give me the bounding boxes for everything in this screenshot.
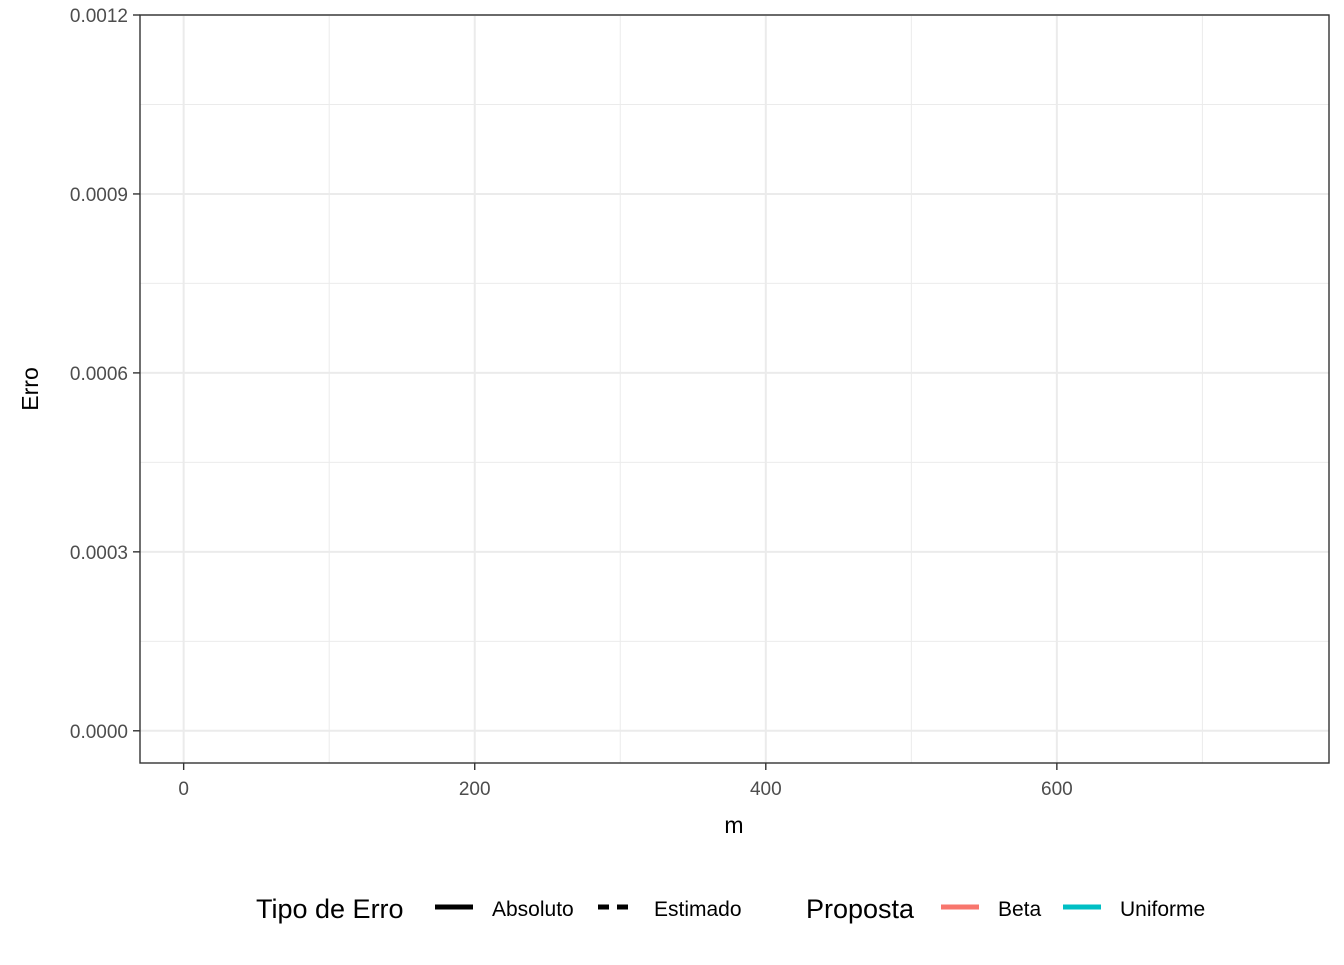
legend: Tipo de Erro Absoluto Estimado Proposta Beta… — [256, 894, 1205, 924]
legend-title: Tipo de Erro — [256, 894, 404, 924]
legend-title: Proposta — [806, 894, 915, 924]
legend-label-estimado: Estimado — [654, 898, 742, 921]
x-tick-label: 0 — [178, 779, 189, 800]
y-tick-label: 0.0012 — [70, 6, 128, 27]
y-tick-label: 0.0006 — [70, 364, 128, 385]
x-tick-label: 600 — [1041, 779, 1073, 800]
x-axis-label: m — [724, 812, 743, 838]
legend-label-uniforme: Uniforme — [1120, 898, 1205, 921]
x-tick-label: 200 — [459, 779, 491, 800]
y-tick-label: 0.0000 — [70, 722, 128, 743]
x-tick-label: 400 — [750, 779, 782, 800]
y-tick-label: 0.0009 — [70, 185, 128, 206]
y-axis-label: Erro — [17, 367, 43, 410]
axis-layer: 0 200 400 600 0.0000 0.0003 0.0006 0.0009 0.0012 — [70, 6, 1073, 800]
legend-label-beta: Beta — [998, 898, 1042, 921]
panel-border — [139, 14, 1330, 764]
y-tick-label: 0.0003 — [70, 543, 128, 564]
legend-label-absoluto: Absoluto — [492, 898, 574, 921]
grid-layer — [140, 14, 1329, 763]
